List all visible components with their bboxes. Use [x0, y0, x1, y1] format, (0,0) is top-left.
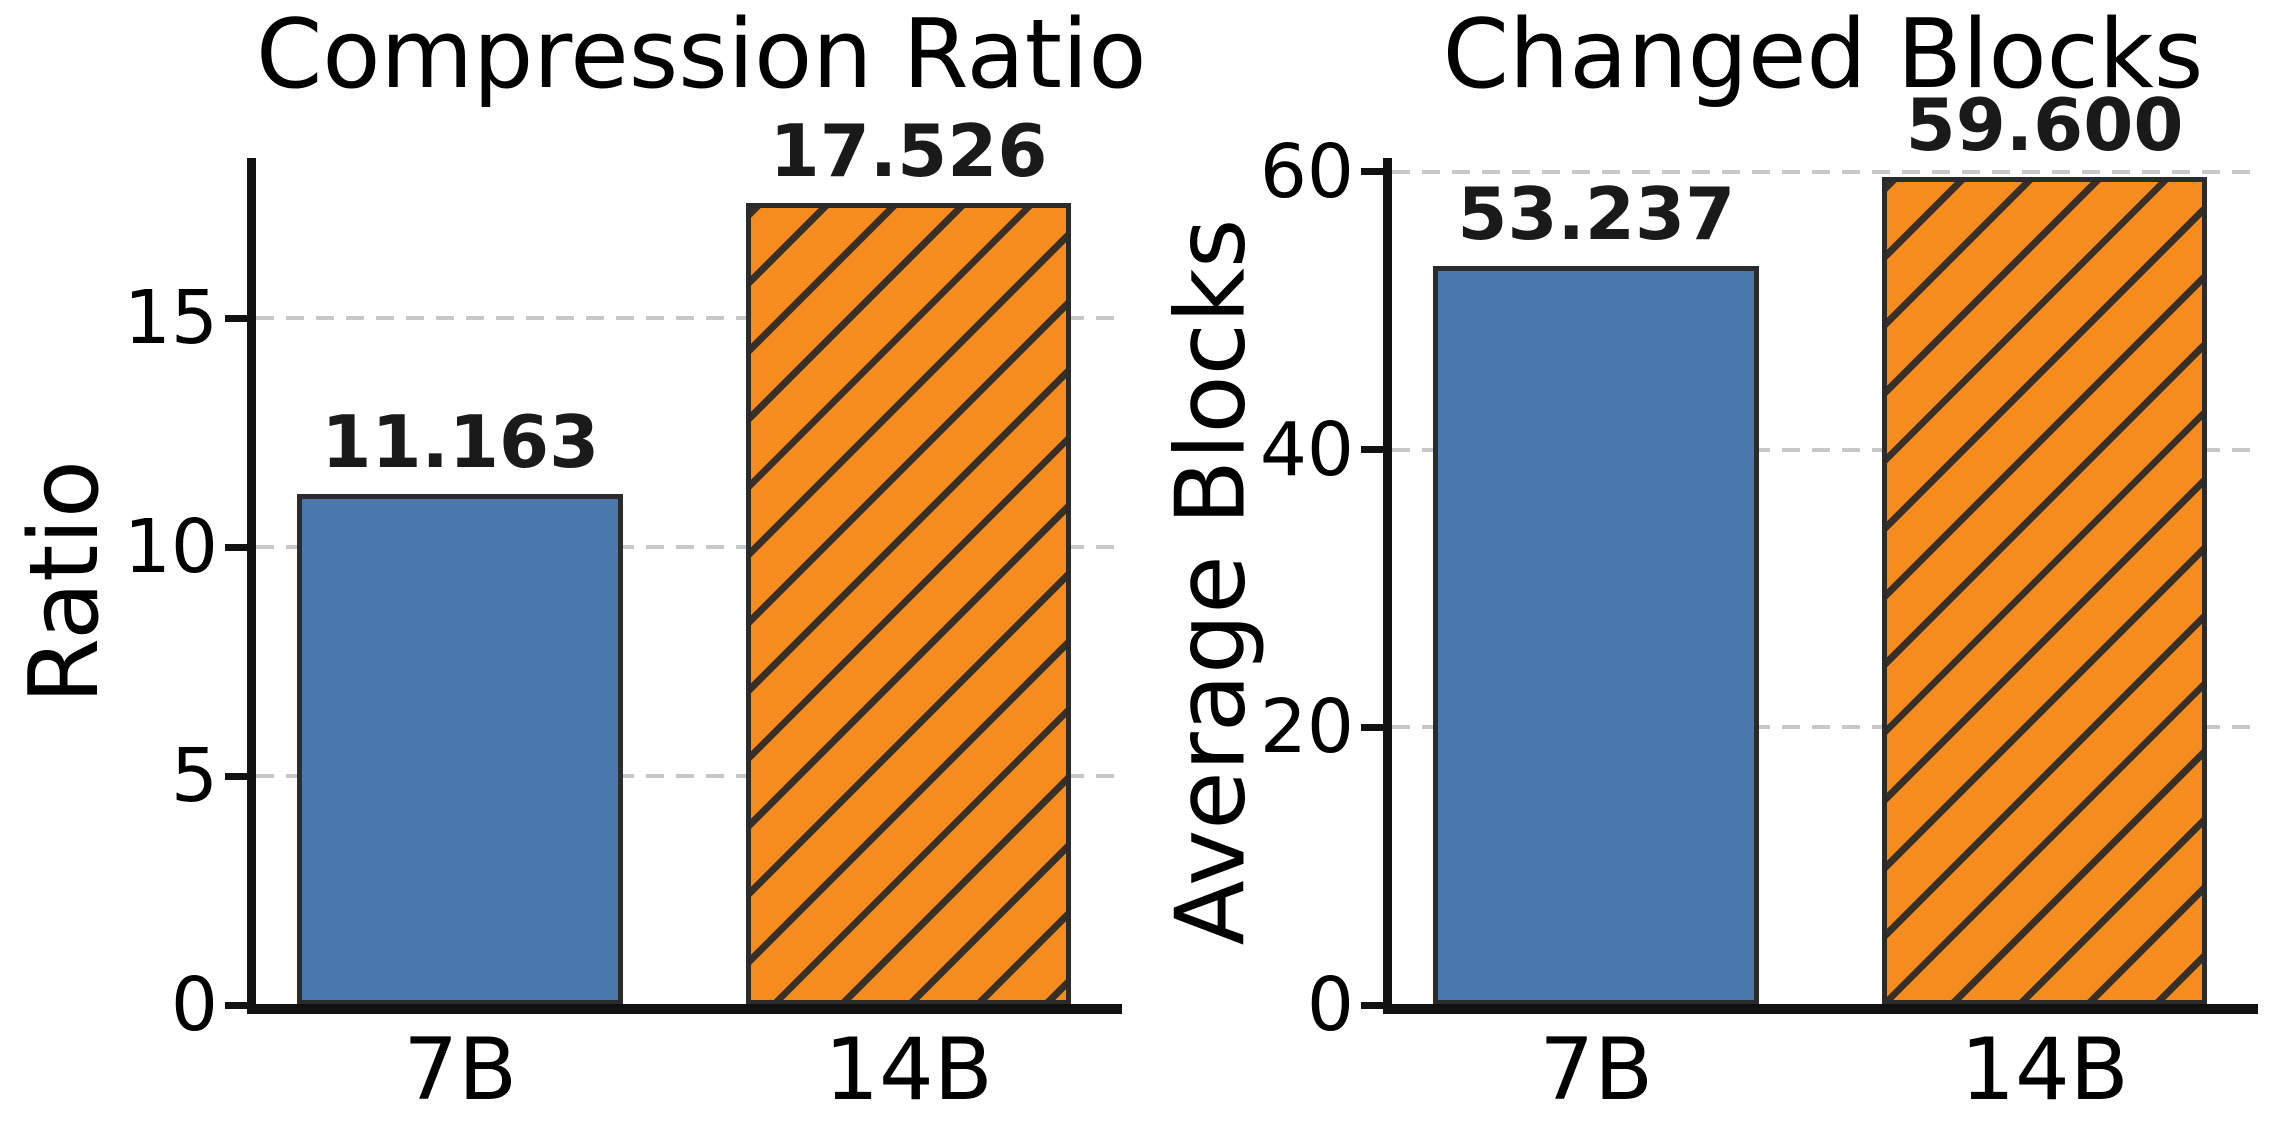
- y-axis-label: Average Blocks: [1156, 218, 1266, 945]
- y-tick-label: 60: [1259, 128, 1354, 215]
- x-axis-spine: [247, 1004, 1122, 1014]
- bar-value-label: 11.163: [321, 399, 600, 484]
- gridline-y5: [256, 774, 1118, 779]
- y-tick-15: [225, 314, 247, 322]
- x-tick-label-14B: 14B: [824, 1020, 993, 1120]
- plot-area: 0 20 40 60 53.237 7B 59.600 14B: [1260, 89, 2258, 1113]
- y-tick-label: 10: [123, 504, 218, 591]
- bar-value-label: 53.237: [1457, 171, 1736, 256]
- bar-14B: [745, 202, 1072, 1005]
- gridline-y40: [1392, 447, 2254, 452]
- y-tick-60: [1361, 168, 1383, 176]
- y-axis-label: Ratio: [10, 459, 120, 704]
- gridline-y60: [1392, 169, 2254, 174]
- y-tick-label: 0: [170, 962, 218, 1048]
- y-tick-label: 40: [1259, 406, 1354, 493]
- bar-14B: [1881, 177, 2208, 1005]
- bar-value-label: 59.600: [1905, 83, 2184, 168]
- gridline-y15: [256, 316, 1118, 321]
- y-axis-spine: [247, 158, 256, 1014]
- y-tick-0: [225, 1001, 247, 1009]
- y-tick-20: [1361, 723, 1383, 731]
- bar-7B: [297, 493, 624, 1005]
- y-tick-10: [225, 543, 247, 551]
- y-tick-label: 15: [123, 275, 218, 362]
- bar-value-label: 17.526: [769, 108, 1048, 193]
- plot-area: 0 5 10 15 11.163 7B 17.526 14B: [124, 115, 1122, 1113]
- x-tick-label-14B: 14B: [1960, 1020, 2129, 1120]
- y-tick-label: 20: [1259, 684, 1354, 771]
- gridline-y10: [256, 545, 1118, 550]
- y-axis-label-box: Ratio: [0, 158, 130, 1005]
- y-tick-5: [225, 772, 247, 780]
- x-tick-label-7B: 7B: [1539, 1020, 1654, 1120]
- y-tick-label: 5: [170, 733, 218, 820]
- bar-7B: [1433, 265, 1760, 1005]
- y-tick-label: 0: [1306, 962, 1354, 1048]
- x-tick-label-7B: 7B: [403, 1020, 518, 1120]
- chart-title: Changed Blocks: [1442, 0, 2204, 110]
- chart-title: Compression Ratio: [256, 0, 1147, 110]
- gridline-y20: [1392, 725, 2254, 730]
- x-axis-spine: [1383, 1004, 2258, 1014]
- y-axis-label-box: Average Blocks: [1146, 158, 1276, 1005]
- y-axis-spine: [1383, 158, 1392, 1014]
- y-tick-0: [1361, 1001, 1383, 1009]
- y-tick-40: [1361, 446, 1383, 454]
